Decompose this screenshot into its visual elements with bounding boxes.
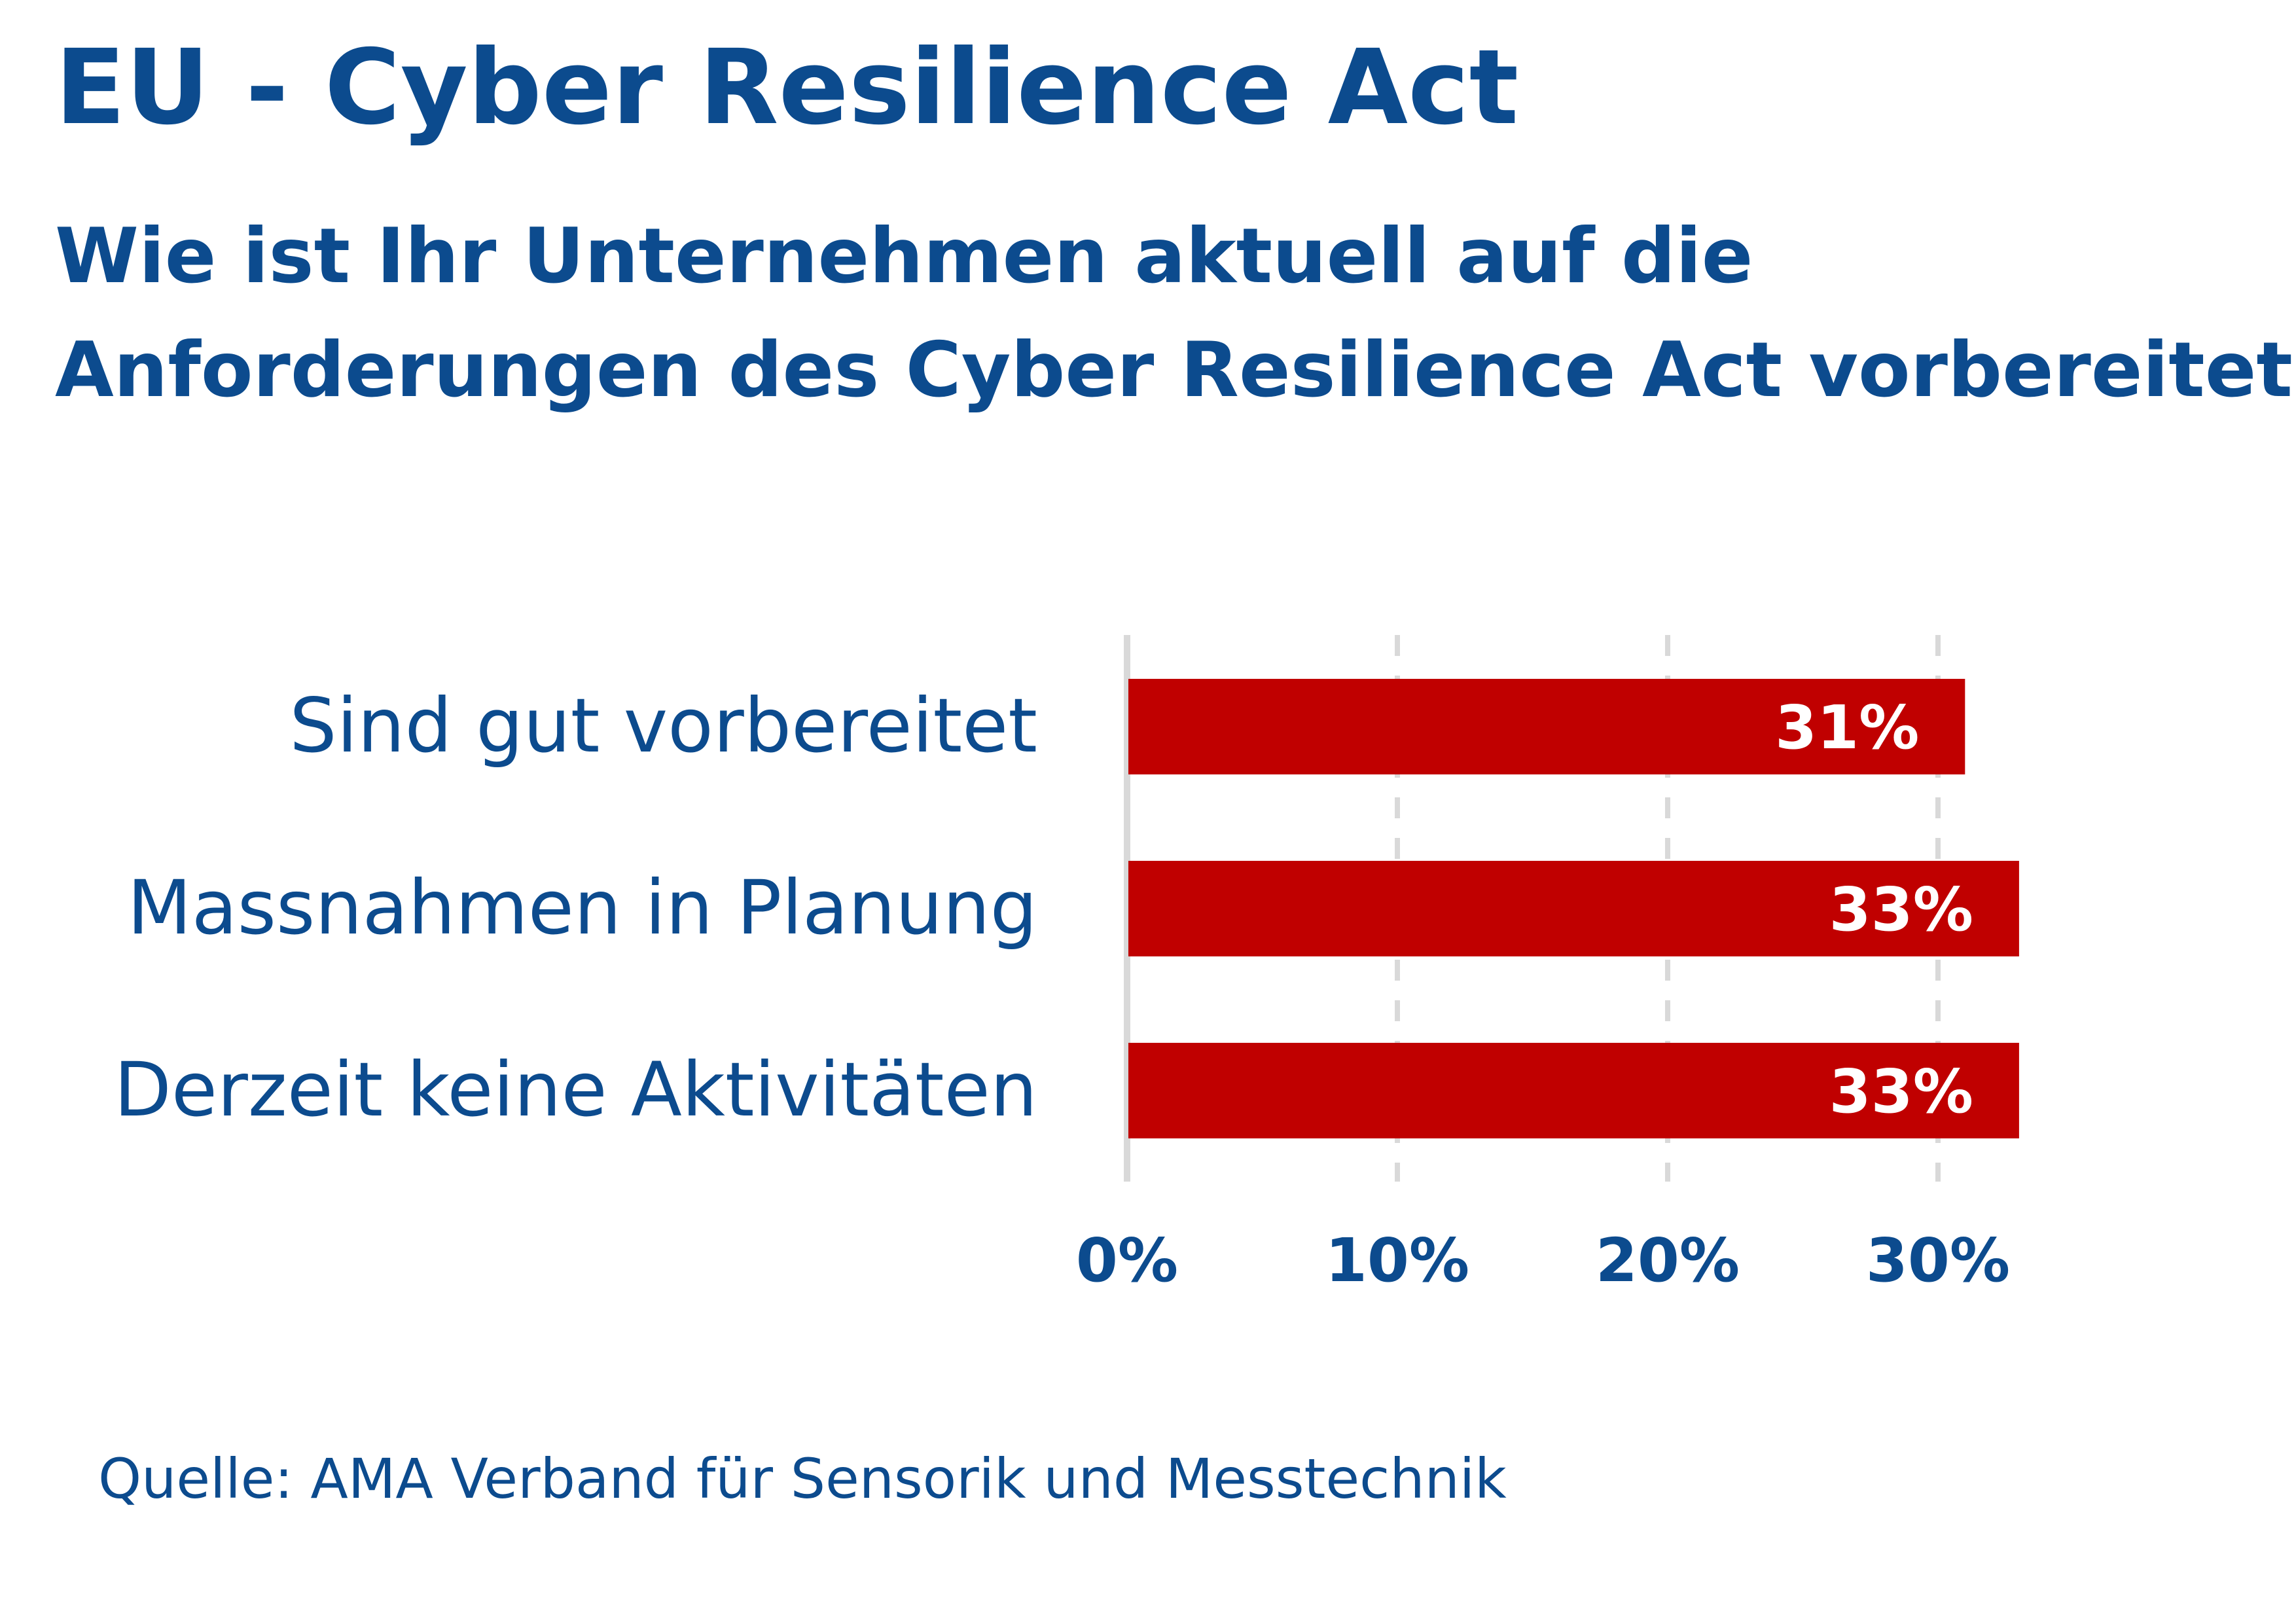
chart-subtitle-line-2: Anforderungen des Cyber Resilience Act v… (55, 326, 2296, 414)
x-tick-label-0: 0% (1076, 1225, 1178, 1296)
category-label-0: Sind gut vorbereitet (289, 682, 1037, 769)
bars-layer: 31% 33% 33% (1128, 679, 2019, 1138)
ticks-layer: 0% 10% 20% 30% (1076, 1225, 2010, 1296)
x-tick-label-1: 10% (1325, 1225, 1469, 1296)
x-tick-label-2: 20% (1596, 1225, 1740, 1296)
bar-value-label-2: 33% (1829, 1057, 1973, 1127)
bar-2 (1128, 1043, 2019, 1138)
chart-title: EU - Cyber Resilience Act (55, 27, 1519, 148)
source-note: Quelle: AMA Verband für Sensorik und Mes… (98, 1447, 1507, 1511)
bar-value-label-0: 31% (1775, 693, 1919, 763)
bar-1 (1128, 861, 2019, 956)
bar-0 (1128, 679, 1965, 774)
labels-layer: Sind gut vorbereitet Massnahmen in Planun… (114, 682, 1037, 1133)
chart-subtitle: Wie ist Ihr Unternehmen aktuell auf die … (55, 200, 2296, 427)
category-label-2: Derzeit keine Aktivitäten (114, 1046, 1037, 1133)
chart-subtitle-line-1: Wie ist Ihr Unternehmen aktuell auf die (55, 212, 1753, 300)
category-label-1: Massnahmen in Planung (127, 864, 1037, 951)
x-tick-label-3: 30% (1866, 1225, 2010, 1296)
bar-value-label-1: 33% (1829, 875, 1973, 945)
